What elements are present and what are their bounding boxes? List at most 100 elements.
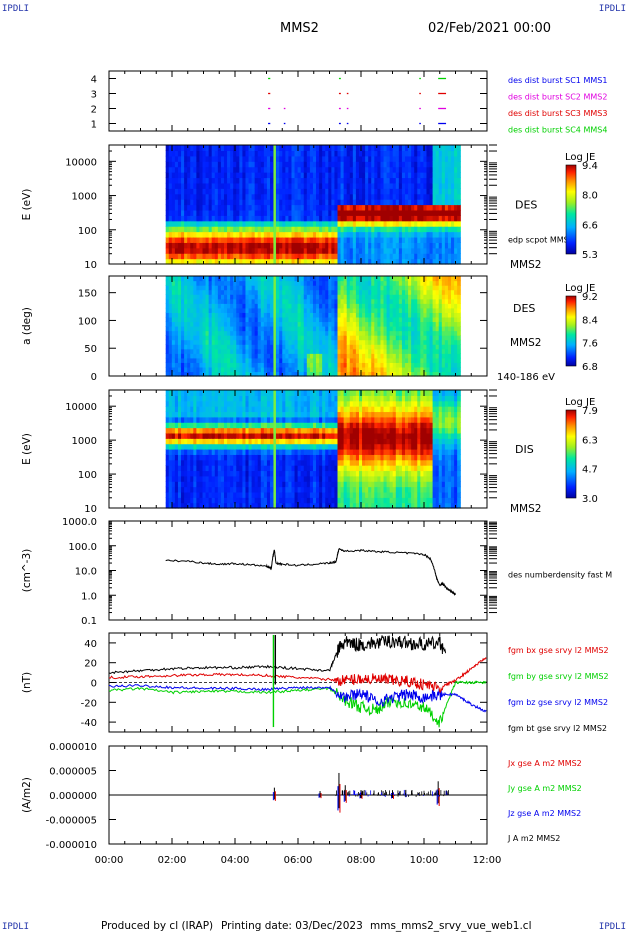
des-energy-cell xyxy=(451,226,455,233)
dis-energy-cell xyxy=(205,454,210,461)
dis-energy-cell xyxy=(193,481,197,488)
des-energy-cell xyxy=(220,231,225,238)
des-pitch-cell xyxy=(420,285,425,291)
des-pitch-cell xyxy=(187,344,191,350)
des-pitch-cell xyxy=(328,276,332,282)
des-energy-cell xyxy=(316,204,320,211)
des-energy-cell xyxy=(368,188,372,195)
des-pitch-cell xyxy=(214,312,219,318)
des-energy-cell xyxy=(233,177,237,184)
des-pitch-cell xyxy=(217,366,222,373)
des-energy-cell xyxy=(444,215,449,222)
des-energy-cell xyxy=(325,242,329,249)
dis-energy-cell xyxy=(223,438,228,445)
des-energy-cell xyxy=(322,150,326,157)
des-energy-cell xyxy=(282,193,286,200)
des-energy-cell xyxy=(294,145,299,152)
des-pitch-cell xyxy=(309,353,314,359)
des-energy-cell xyxy=(291,166,296,173)
des-pitch-cell xyxy=(190,298,194,304)
des-energy-cell xyxy=(389,242,394,249)
des-pitch-cell xyxy=(423,303,428,309)
des-energy-cell xyxy=(233,155,237,162)
dis-energy-cell xyxy=(220,491,225,498)
des-energy-cell xyxy=(202,193,207,200)
des-energy-cell xyxy=(193,247,197,254)
des-energy-cell xyxy=(401,220,406,227)
des-pitch-cell xyxy=(438,289,443,295)
des-pitch-cell xyxy=(214,276,219,282)
des-pitch-cell xyxy=(205,285,210,291)
des-pitch-cell xyxy=(365,326,369,332)
des-energy-cell xyxy=(177,172,182,179)
dis-energy-cell xyxy=(205,470,210,477)
des-pitch-cell xyxy=(260,335,265,341)
des-pitch-cell xyxy=(358,303,363,309)
corner-label-tr: IPDLI xyxy=(598,4,626,14)
des-energy-cell xyxy=(389,150,394,157)
des-energy-cell xyxy=(211,247,216,254)
des-energy-cell xyxy=(325,253,329,260)
des-energy-cell xyxy=(362,215,366,222)
des-pitch-cell xyxy=(260,312,265,318)
des-energy-cell xyxy=(438,177,443,184)
des-pitch-cell xyxy=(205,298,210,304)
dis-energy-cell xyxy=(177,432,182,439)
des-pitch-cell xyxy=(328,339,332,345)
des-energy-cell xyxy=(227,242,231,249)
des-pitch-cell xyxy=(328,289,332,295)
des-pitch-cell xyxy=(380,362,385,368)
des-pitch-cell xyxy=(208,321,213,327)
des-energy-cell xyxy=(365,242,369,249)
des-energy-cell xyxy=(312,193,317,200)
des-energy-cell xyxy=(168,177,173,184)
des-energy-cell xyxy=(368,253,372,260)
des-pitch-cell xyxy=(236,366,240,373)
des-pitch-cell xyxy=(306,357,311,363)
des-energy-cell xyxy=(288,236,293,243)
des-pitch-cell xyxy=(266,362,271,368)
des-energy-cell xyxy=(374,177,378,184)
des-pitch-cell xyxy=(248,339,253,345)
des-energy-cell xyxy=(303,242,308,249)
des-energy-cell xyxy=(405,258,409,265)
des-pitch-cell xyxy=(340,307,345,313)
des-pitch-cell xyxy=(340,276,345,282)
des-pitch-cell xyxy=(426,303,431,309)
des-energy-cell xyxy=(383,220,388,227)
des-pitch-cell xyxy=(392,321,397,327)
des-energy-cell xyxy=(331,172,336,179)
des-energy-cell xyxy=(288,166,293,173)
dis-energy-cell xyxy=(223,427,228,434)
des-energy-cell xyxy=(405,193,409,200)
dis-energy-cell xyxy=(193,395,197,402)
des-energy-cell xyxy=(331,177,336,184)
des-pitch-cell xyxy=(239,330,243,336)
des-energy-cell xyxy=(352,220,357,227)
des-pitch-cell xyxy=(199,280,204,286)
des-energy-cell xyxy=(349,177,354,184)
des-energy-cell xyxy=(187,242,191,249)
des-pitch-cell xyxy=(343,280,348,286)
des-pitch-cell xyxy=(371,321,375,327)
des-pitch-cell xyxy=(214,371,219,377)
des-pitch-cell xyxy=(306,339,311,345)
des-energy-cell xyxy=(352,155,357,162)
des-pitch-cell xyxy=(389,362,394,368)
des-energy-cell xyxy=(174,253,179,260)
des-energy-cell xyxy=(174,209,179,216)
des-pitch-cell xyxy=(457,303,461,309)
des-energy-cell xyxy=(309,247,314,254)
des-energy-cell xyxy=(242,236,247,243)
des-pitch-cell xyxy=(355,316,360,323)
dis-energy-cell xyxy=(208,470,213,477)
dis-energy-cell xyxy=(174,438,179,445)
des-pitch-cell xyxy=(217,335,222,341)
dis-energy-cell xyxy=(214,449,219,455)
des-pitch-cell xyxy=(168,321,173,327)
des-pitch-cell xyxy=(211,366,216,373)
des-pitch-cell xyxy=(230,276,234,282)
des-energy-cell xyxy=(432,242,437,249)
des-pitch-cell xyxy=(362,303,366,309)
des-energy-cell xyxy=(401,150,406,157)
